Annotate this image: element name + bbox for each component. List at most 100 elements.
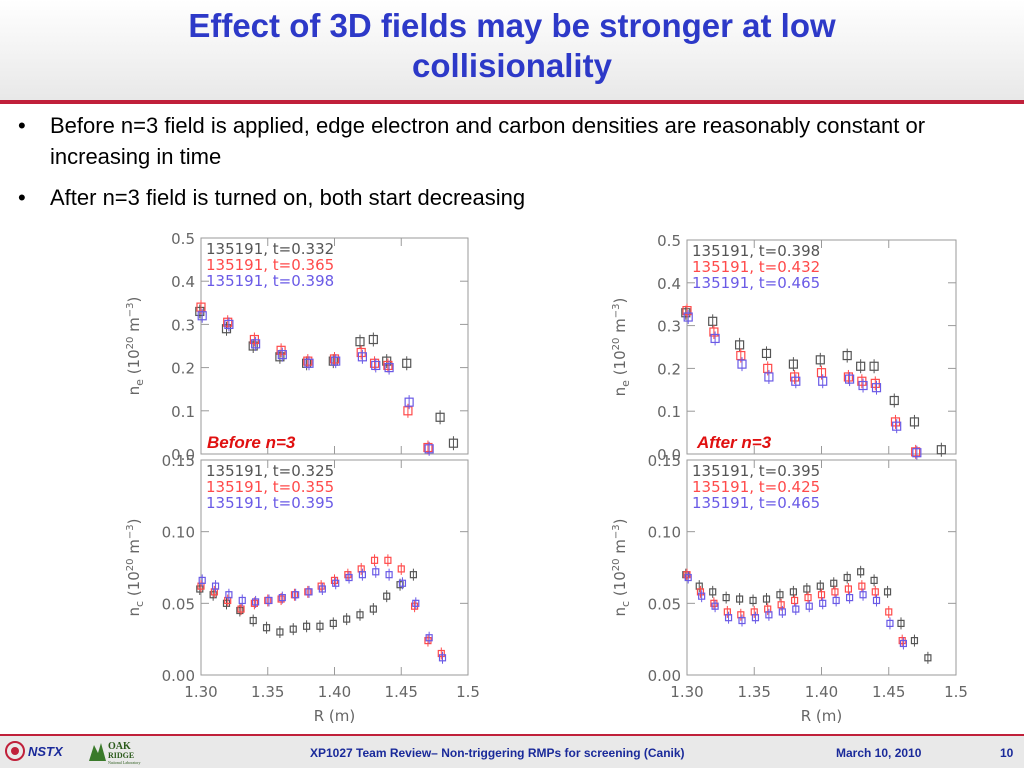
- data-point: [817, 588, 826, 601]
- ornl-logo: OAK RIDGE National Laboratory: [89, 741, 141, 765]
- data-point: [845, 591, 854, 604]
- data-point: [398, 577, 407, 590]
- legend-entry: 135191, t=0.355: [206, 478, 334, 496]
- data-point: [343, 613, 351, 626]
- x-tick-label: 1.35: [251, 683, 284, 701]
- data-point: [384, 554, 392, 567]
- data-point: [276, 626, 284, 638]
- data-point: [856, 359, 866, 374]
- x-tick-label: 1.40: [805, 683, 838, 701]
- data-point: [332, 577, 340, 590]
- footer-date: March 10, 2010: [836, 746, 922, 760]
- data-point: [223, 315, 233, 330]
- data-point: [897, 617, 905, 630]
- data-point: [262, 621, 271, 634]
- data-point: [886, 617, 894, 630]
- data-point: [329, 617, 337, 630]
- legend-entry: 135191, t=0.395: [692, 462, 820, 480]
- y-tick-label: 0.2: [171, 360, 195, 378]
- data-point: [869, 359, 879, 374]
- data-point: [818, 374, 828, 389]
- data-point: [696, 585, 705, 598]
- y-tick-label: 0.0: [657, 446, 681, 464]
- data-point: [859, 588, 867, 601]
- annotation-label: Before n=3: [207, 433, 296, 452]
- data-point: [248, 339, 258, 353]
- data-point: [289, 623, 297, 636]
- y-tick-label: 0.4: [657, 275, 681, 293]
- x-tick-label: 1.30: [184, 683, 217, 701]
- data-point: [682, 303, 692, 318]
- data-point: [831, 585, 839, 598]
- y-tick-label: 0.15: [648, 452, 681, 470]
- data-point: [357, 349, 367, 364]
- data-point: [698, 590, 706, 603]
- data-series-2: [683, 568, 906, 647]
- data-point: [804, 591, 812, 604]
- legend-entry: 135191, t=0.398: [692, 242, 820, 260]
- data-point: [843, 369, 854, 384]
- data-point: [197, 308, 207, 323]
- data-point: [765, 608, 773, 621]
- x-tick-label: 1.35: [738, 683, 771, 701]
- data-point: [437, 647, 445, 660]
- data-point: [815, 352, 825, 367]
- data-point: [858, 580, 866, 593]
- legend-entry: 135191, t=0.398: [206, 272, 334, 290]
- data-point: [397, 562, 405, 575]
- data-point: [304, 356, 314, 371]
- data-point: [368, 332, 378, 347]
- data-point: [751, 611, 760, 624]
- data-point: [424, 441, 434, 456]
- y-tick-label: 0.10: [162, 524, 195, 542]
- data-point: [738, 614, 746, 627]
- footer-text: XP1027 Team Review– Non-triggering RMPs …: [310, 746, 685, 760]
- data-point: [883, 585, 892, 598]
- data-point: [871, 380, 882, 395]
- data-point: [345, 571, 353, 584]
- legend-entry: 135191, t=0.365: [206, 256, 334, 274]
- y-tick-label: 0.10: [648, 524, 681, 542]
- y-tick-label: 0.1: [171, 403, 195, 421]
- y-tick-label: 0.3: [657, 318, 681, 336]
- y-axis-label: ne (1020 m−3): [125, 297, 146, 396]
- data-point: [885, 605, 893, 618]
- data-point: [789, 585, 798, 598]
- data-point: [790, 594, 799, 607]
- data-point: [709, 585, 717, 598]
- legend-entry: 135191, t=0.325: [206, 462, 334, 480]
- y-tick-label: 0.15: [162, 452, 195, 470]
- data-point: [749, 594, 757, 607]
- data-point: [803, 583, 811, 595]
- footer-band: [0, 736, 1024, 768]
- legend-entry: 135191, t=0.425: [692, 478, 820, 496]
- data-point: [844, 583, 853, 595]
- data-point: [355, 334, 365, 349]
- data-point: [238, 594, 246, 607]
- y-tick-label: 0.1: [657, 403, 681, 421]
- data-point: [331, 354, 341, 369]
- data-point: [305, 585, 313, 598]
- data-point: [404, 395, 414, 410]
- data-series-1: [682, 565, 932, 664]
- nstx-logo-text: NSTX: [28, 744, 64, 759]
- data-series-1: [195, 304, 459, 451]
- data-series-1: [681, 305, 946, 457]
- data-series-3: [198, 565, 447, 664]
- data-point: [708, 314, 718, 329]
- data-point: [412, 597, 420, 610]
- legend-entry: 135191, t=0.332: [206, 240, 334, 258]
- slide-title: Effect of 3D fields may be stronger at l…: [0, 6, 1024, 86]
- data-point: [788, 357, 799, 372]
- data-point: [198, 574, 206, 587]
- data-point: [369, 603, 377, 616]
- data-point: [735, 593, 744, 606]
- data-point: [372, 565, 380, 578]
- data-point: [892, 419, 902, 434]
- y-tick-label: 0.5: [171, 230, 195, 248]
- data-series-1: [196, 568, 417, 638]
- data-point: [277, 347, 287, 362]
- data-point: [384, 360, 394, 375]
- data-point: [776, 588, 784, 601]
- data-point: [734, 337, 745, 352]
